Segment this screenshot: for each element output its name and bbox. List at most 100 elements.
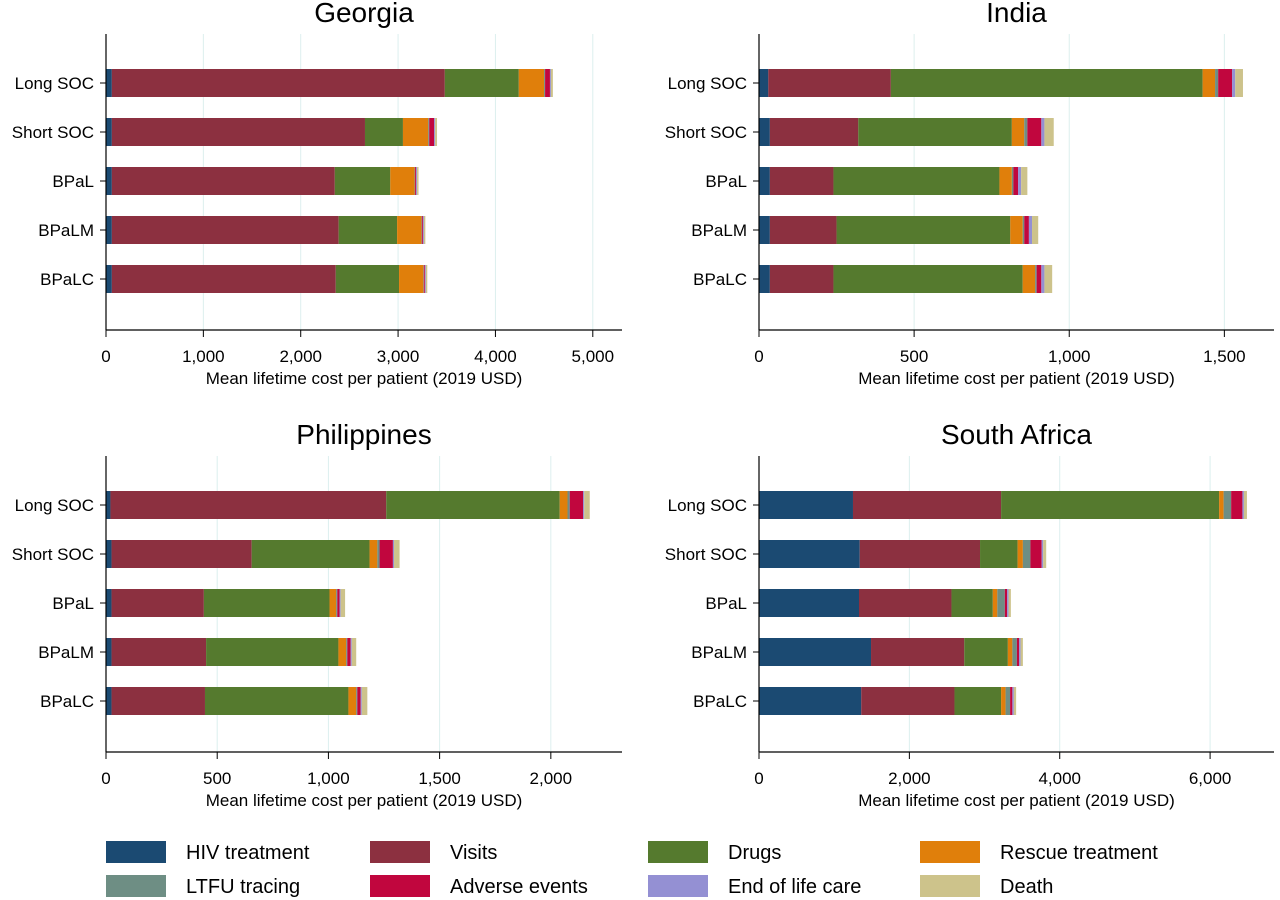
bar-segment-visits bbox=[110, 491, 387, 519]
category-label: Long SOC bbox=[15, 496, 94, 515]
bar-segment-end-of-life-care bbox=[1012, 687, 1014, 715]
bar-segment-adverse-events bbox=[421, 216, 423, 244]
legend-swatch bbox=[370, 875, 430, 897]
bar-segment-adverse-events bbox=[545, 69, 550, 97]
bar-segment-death bbox=[394, 540, 400, 568]
bar-segment-rescue-treatment bbox=[1010, 216, 1023, 244]
legend-swatch bbox=[106, 875, 166, 897]
bar-segment-adverse-events bbox=[429, 118, 435, 146]
category-label: Short SOC bbox=[12, 545, 94, 564]
category-label: BPaLC bbox=[40, 270, 94, 289]
bar-segment-ltfu-tracing bbox=[544, 69, 546, 97]
legend-label: Visits bbox=[450, 842, 497, 864]
bar-segment-death bbox=[1013, 687, 1017, 715]
bar-segment-hiv-treatment bbox=[106, 540, 112, 568]
panel-title: Philippines bbox=[296, 419, 431, 450]
bar-segment-drugs bbox=[836, 216, 1011, 244]
category-label: Short SOC bbox=[665, 123, 747, 142]
bar-segment-end-of-life-care bbox=[434, 118, 436, 146]
bar-segment-drugs bbox=[251, 540, 370, 568]
panel-south-africa: South Africa Long SOC Short SOC BPaL BPaLM BP… bbox=[665, 419, 1274, 810]
bar-segment-rescue-treatment bbox=[992, 589, 998, 617]
bar-segment-visits bbox=[111, 687, 205, 715]
bar-segment-end-of-life-care bbox=[424, 265, 426, 293]
bar-segment-ltfu-tracing bbox=[1215, 69, 1219, 97]
bar-segment-drugs bbox=[858, 118, 1012, 146]
x-tick-label: 0 bbox=[754, 347, 763, 366]
bar-segment-ltfu-tracing bbox=[356, 687, 358, 715]
bar-segment-hiv-treatment bbox=[759, 638, 872, 666]
bar-segment-hiv-treatment bbox=[759, 69, 769, 97]
bar-segment-drugs bbox=[444, 69, 519, 97]
bar-segment-end-of-life-care bbox=[1028, 216, 1033, 244]
category-label: BPaLM bbox=[38, 643, 94, 662]
bar-segment-drugs bbox=[980, 540, 1018, 568]
bar-segment-drugs bbox=[964, 638, 1008, 666]
bar-segment-rescue-treatment bbox=[1017, 540, 1023, 568]
bar-segment-end-of-life-care bbox=[422, 216, 424, 244]
bar-segment-visits bbox=[111, 540, 252, 568]
bar-segment-ltfu-tracing bbox=[567, 491, 570, 519]
bar-segment-end-of-life-care bbox=[1242, 491, 1244, 519]
bar-segment-ltfu-tracing bbox=[1022, 216, 1025, 244]
category-label: Long SOC bbox=[668, 74, 747, 93]
bar-segment-death bbox=[584, 491, 590, 519]
x-tick-label: 5,000 bbox=[572, 347, 615, 366]
legend-item-drugs: Drugs bbox=[648, 841, 781, 864]
bar-segment-ltfu-tracing bbox=[997, 589, 1005, 617]
bar-segment-adverse-events bbox=[347, 638, 351, 666]
bar-segment-hiv-treatment bbox=[106, 118, 112, 146]
bar-segment-visits bbox=[111, 216, 339, 244]
legend-item-adverse: Adverse events bbox=[370, 875, 588, 898]
bar-segment-rescue-treatment bbox=[390, 167, 415, 195]
bar-segment-adverse-events bbox=[1010, 687, 1013, 715]
bar-segment-end-of-life-care bbox=[1007, 589, 1009, 617]
bar-segment-rescue-treatment bbox=[1202, 69, 1216, 97]
bar-segment-death bbox=[1235, 69, 1243, 97]
legend-item-death: Death bbox=[920, 875, 1053, 898]
x-axis-title: Mean lifetime cost per patient (2019 USD… bbox=[858, 791, 1175, 810]
bar-segment-end-of-life-care bbox=[583, 491, 585, 519]
bar-segment-visits bbox=[769, 118, 859, 146]
bar-segment-end-of-life-care bbox=[1041, 118, 1045, 146]
bar-segment-death bbox=[550, 69, 553, 97]
bar-segment-end-of-life-care bbox=[339, 589, 341, 617]
bar-segment-adverse-events bbox=[1218, 69, 1233, 97]
x-tick-label: 3,000 bbox=[377, 347, 420, 366]
bar-segment-ltfu-tracing bbox=[1223, 491, 1232, 519]
bar-segment-adverse-events bbox=[1231, 491, 1243, 519]
bar-segment-death bbox=[361, 687, 368, 715]
bar-segment-ltfu-tracing bbox=[1035, 265, 1037, 293]
legend-swatch bbox=[370, 841, 430, 863]
legend-swatch bbox=[648, 875, 708, 897]
legend-item-ltfu: LTFU tracing bbox=[106, 875, 300, 898]
x-tick-label: 4,000 bbox=[1038, 769, 1081, 788]
bar-segment-drugs bbox=[833, 265, 1023, 293]
x-tick-label: 1,000 bbox=[1048, 347, 1091, 366]
bar-segment-ltfu-tracing bbox=[1005, 687, 1011, 715]
bar-segment-drugs bbox=[203, 589, 330, 617]
bar-segment-hiv-treatment bbox=[106, 589, 112, 617]
category-label: Short SOC bbox=[665, 545, 747, 564]
bar-segment-adverse-events bbox=[1024, 216, 1029, 244]
panel-india: India Long SOC Short SOC BPaL BPaLM BPaLC 0 500… bbox=[665, 0, 1274, 388]
bar-segment-rescue-treatment bbox=[559, 491, 568, 519]
legend-item-eol: End of life care bbox=[648, 875, 861, 898]
bar-segment-hiv-treatment bbox=[106, 69, 112, 97]
legend-item-hiv: HIV treatment bbox=[106, 841, 310, 864]
x-tick-label: 0 bbox=[101, 347, 110, 366]
bar-segment-visits bbox=[861, 687, 955, 715]
bar-segment-death bbox=[423, 216, 426, 244]
bar-segment-rescue-treatment bbox=[399, 265, 424, 293]
bar-segment-drugs bbox=[338, 216, 398, 244]
bar-segment-adverse-events bbox=[1016, 638, 1020, 666]
bar-segment-visits bbox=[111, 69, 445, 97]
bar-segment-rescue-treatment bbox=[402, 118, 429, 146]
bar-segment-end-of-life-care bbox=[1041, 265, 1045, 293]
panel-title: India bbox=[986, 0, 1047, 28]
bar-segment-rescue-treatment bbox=[397, 216, 422, 244]
bar-segment-end-of-life-care bbox=[549, 69, 551, 97]
bar-segment-end-of-life-care bbox=[1018, 167, 1022, 195]
legend-swatch bbox=[920, 841, 980, 863]
bar-segment-ltfu-tracing bbox=[377, 540, 380, 568]
